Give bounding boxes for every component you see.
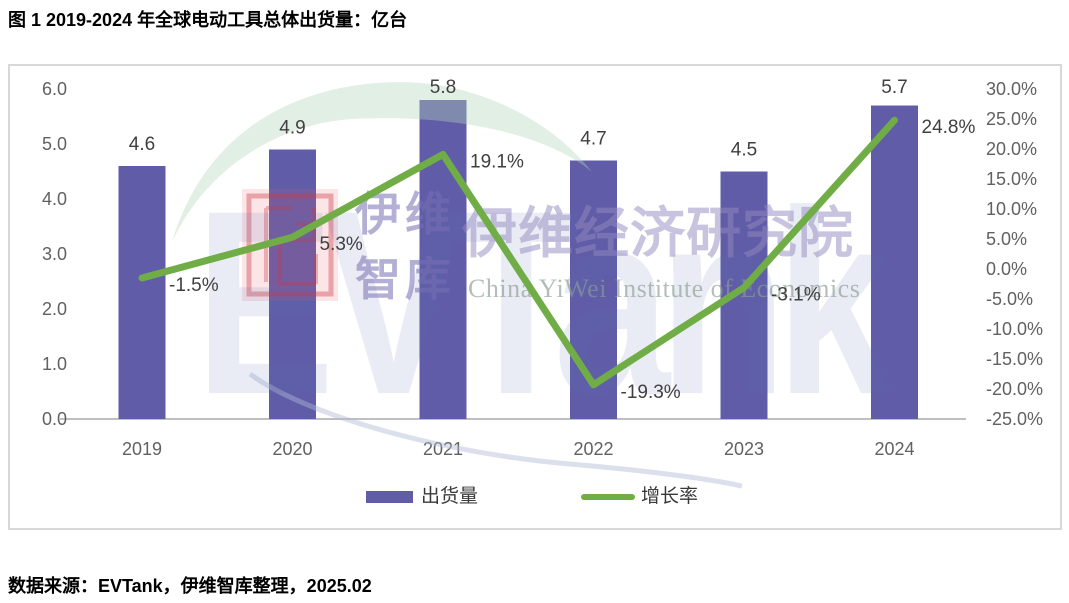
bar-value-label: 4.7 xyxy=(580,129,606,150)
right-axis-tick: 0.0% xyxy=(986,259,1027,279)
bar xyxy=(871,105,918,419)
left-axis-tick: 0.0 xyxy=(42,409,67,429)
left-axis-tick: 4.0 xyxy=(42,189,67,209)
chart-area: 6.0 5.0 4.0 3.0 2.0 1.0 0.0 30.0% 25.0% 20.0% 15.0… xyxy=(8,64,1062,530)
right-axis-tick: -15.0% xyxy=(986,349,1043,369)
growth-value-label: -19.3% xyxy=(621,382,681,403)
plot-overlay-layer: 4.6 4.9 5.8 4.7 4.5 5.7 -1.5% 5.3% 19.1% -19.3% -3… xyxy=(129,77,976,403)
right-axis-tick: 5.0% xyxy=(986,229,1027,249)
x-axis-category-label: 2023 xyxy=(724,439,764,459)
x-axis-category-label: 2022 xyxy=(573,439,613,459)
growth-line xyxy=(138,116,898,389)
growth-value-label: -1.5% xyxy=(169,275,219,296)
legend-line-swatch xyxy=(581,494,635,500)
right-axis-tick: 10.0% xyxy=(986,199,1037,219)
right-axis-tick: -5.0% xyxy=(986,289,1033,309)
legend-line-label: 增长率 xyxy=(641,486,699,507)
left-axis-tick: 1.0 xyxy=(42,354,67,374)
bar xyxy=(269,149,316,419)
growth-value-label: -3.1% xyxy=(771,285,821,306)
right-axis-tick: 20.0% xyxy=(986,139,1037,159)
x-axis-category-label: 2024 xyxy=(874,439,914,459)
left-axis-tick: 6.0 xyxy=(42,79,67,99)
left-axis-tick: 5.0 xyxy=(42,134,67,154)
right-axis-tick: 30.0% xyxy=(986,79,1037,99)
growth-value-label: 19.1% xyxy=(470,151,524,172)
growth-value-label: 24.8% xyxy=(922,117,976,138)
chart-legend: 出货量 增长率 xyxy=(10,482,1060,516)
bar-value-label: 5.7 xyxy=(881,77,907,98)
left-axis-tick: 2.0 xyxy=(42,299,67,319)
legend-bar-label: 出货量 xyxy=(421,486,479,507)
right-axis-tick: -25.0% xyxy=(986,409,1043,429)
bar-value-label: 4.5 xyxy=(731,140,757,161)
source-note: 数据来源：EVTank，伊维智库整理，2025.02 xyxy=(8,576,372,596)
x-axis-category-label: 2021 xyxy=(423,439,463,459)
right-axis-tick: -20.0% xyxy=(986,379,1043,399)
bar-value-label: 4.9 xyxy=(279,118,305,139)
x-axis-category-label: 2020 xyxy=(272,439,312,459)
growth-value-label: 5.3% xyxy=(320,234,363,255)
right-axis-tick: -10.0% xyxy=(986,319,1043,339)
right-axis-tick: 15.0% xyxy=(986,169,1037,189)
right-axis-tick: 25.0% xyxy=(986,109,1037,129)
x-axis-category-label: 2019 xyxy=(122,439,162,459)
bar xyxy=(118,166,166,419)
left-axis-tick: 3.0 xyxy=(42,244,67,264)
plot-base-layer: 6.0 5.0 4.0 3.0 2.0 1.0 0.0 30.0% 25.0% 20.0% 15.0… xyxy=(42,79,1043,459)
legend-bar-swatch xyxy=(366,491,413,503)
figure-title: 图 1 2019-2024 年全球电动工具总体出货量：亿台 xyxy=(8,10,408,30)
bar-value-label: 5.8 xyxy=(430,77,456,98)
bar-value-label: 4.6 xyxy=(129,134,155,155)
